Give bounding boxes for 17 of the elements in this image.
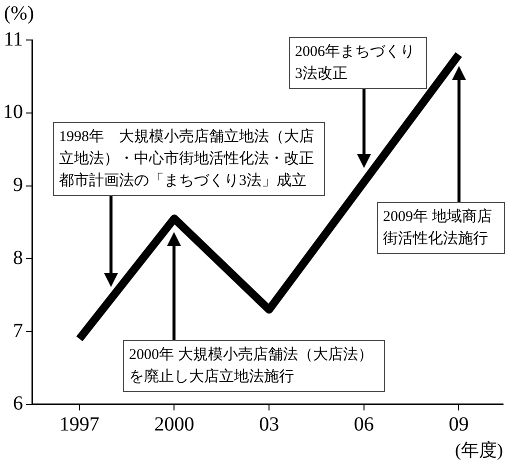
annotation: 2009年 地域商店街活性化法施行 (377, 202, 505, 254)
y-tick-label: 11 (4, 28, 23, 50)
y-tick-label: 10 (3, 101, 23, 124)
x-tick-label: 1997 (59, 414, 100, 436)
y-tick-label: 6 (13, 392, 23, 415)
x-axis-title: (年度) (455, 440, 503, 460)
y-tick-label: 8 (13, 246, 23, 269)
annotation: 2000年 大規模小売店舗法（大店法）を廃止し大店立地法施行 (123, 340, 385, 392)
x-tick-label: 06 (354, 414, 374, 436)
annotation: 2006年まちづくり3法改正 (289, 37, 427, 89)
y-tick-label: 9 (13, 174, 23, 196)
x-tick-label: 03 (259, 414, 280, 436)
x-tick-label: 09 (448, 414, 469, 436)
y-tick-label: 7 (13, 320, 23, 342)
x-tick-label: 2000 (154, 414, 194, 436)
y-axis-title: (%) (4, 2, 34, 24)
annotation: 1998年 大規模小売店舗立地法（大店立地法）・中心市街地活性化法・改正都市計画法の「まちづくり3法」成立 (53, 122, 325, 196)
